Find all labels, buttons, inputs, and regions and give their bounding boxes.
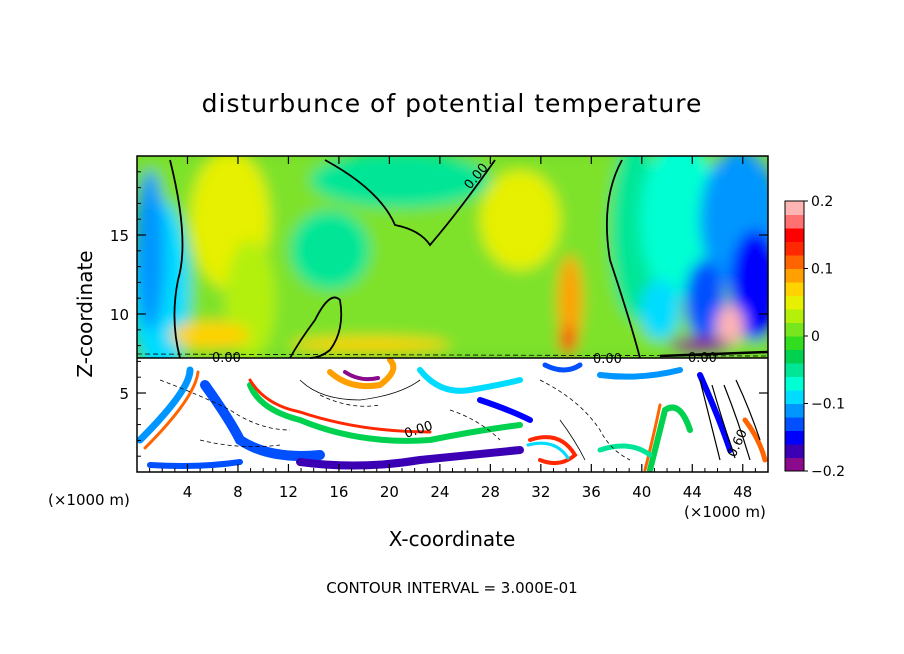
colorbar-step [785,228,804,242]
x-tick-label: 48 [733,483,752,501]
y-tick-label: 15 [110,227,129,245]
colorbar-step [785,363,804,377]
contour-lines [137,159,768,461]
x-axis-label: X-coordinate [389,527,516,551]
field-color-blobs [137,156,768,380]
x-unit-right: (×1000 m) [684,503,766,521]
colorbar-tick-label: −0.2 [811,464,845,480]
colorbar-step [785,417,804,431]
contour-label: 0.00 [688,351,717,366]
colorbar-step [785,201,804,215]
contour-label-group: 0.00 0.00 0.00 0.00 0.00 0.60 [212,161,751,460]
colorbar-step [785,268,804,283]
y-tick-label: 10 [110,306,129,324]
x-tick-label: 36 [582,483,601,501]
x-tick-label: 24 [430,483,449,501]
x-tick-label: 12 [279,483,298,501]
y-axis-label: Z-coordinate [73,250,97,377]
colorbar-step [785,336,804,350]
x-tick-label: 28 [481,483,500,501]
colorbar-step [785,295,804,310]
x-tick-label: 44 [683,483,702,501]
colorbar-step [785,282,804,296]
x-tick-label: 4 [183,483,193,501]
colorbar-step [785,444,804,458]
colorbar-tick-label: 0 [811,329,820,345]
colorbar-steps [785,201,804,472]
colorbar-step [785,241,804,256]
colorbar-step [785,255,804,269]
x-unit-left: (×1000 m) [48,491,130,509]
colorbar-step [785,430,804,445]
colorbar-tick-label: 0.2 [811,194,833,210]
colorbar-tick-label: −0.1 [811,397,845,413]
x-tick-label: 20 [380,483,399,501]
plot-area: 0.00 0.00 0.00 0.00 0.00 0.60 [137,156,768,472]
x-tick-label: 8 [233,483,243,501]
colorbar-step [785,457,804,472]
y-tick-label: 5 [119,385,129,403]
contour-label: 0.00 [212,351,241,366]
y-axis: 5 10 15 [110,171,768,457]
x-tick-label: 40 [632,483,651,501]
colorbar-step [785,322,804,337]
x-axis: 4 8 12 16 20 24 28 32 36 40 44 48 [149,156,756,501]
lower-filaments [137,357,768,472]
contour-interval-footer: CONTOUR INTERVAL = 3.000E-01 [326,579,577,597]
colorbar-step [785,214,804,229]
contour-label: 0.00 [593,352,622,367]
colorbar-step [785,403,804,418]
colorbar-step [785,376,804,391]
colorbar-tick-label: 0.1 [811,262,833,278]
x-tick-label: 16 [329,483,348,501]
colorbar: 0.2 0.1 0 −0.1 −0.2 [784,194,845,480]
colorbar-ticks: 0.2 0.1 0 −0.1 −0.2 [804,194,845,480]
colorbar-step [785,309,804,323]
chart-title: disturbunce of potential temperature [202,89,703,118]
colorbar-step [785,390,804,404]
colorbar-step [785,349,804,364]
x-tick-label: 32 [531,483,550,501]
